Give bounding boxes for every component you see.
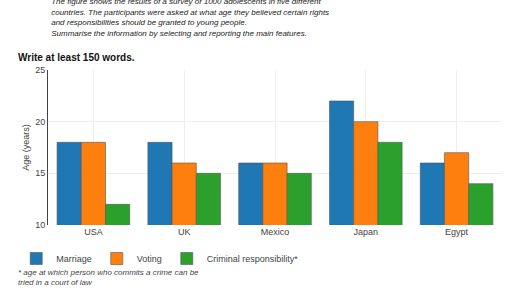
svg-text:The figure shows the results o: The figure shows the results of a survey… xyxy=(51,0,329,38)
svg-text:* age at which person who comm: * age at which person who commits a crim… xyxy=(18,268,199,287)
svg-text:15: 15 xyxy=(35,168,45,178)
svg-text:UK: UK xyxy=(178,227,191,237)
svg-text:Write at least 150 words.: Write at least 150 words. xyxy=(18,52,135,63)
svg-text:Age (years): Age (years) xyxy=(21,124,31,171)
svg-text:Mexico: Mexico xyxy=(261,227,290,237)
svg-text:Egypt: Egypt xyxy=(445,227,469,237)
svg-text:Criminal responsibility*: Criminal responsibility* xyxy=(207,254,299,264)
svg-text:25: 25 xyxy=(35,65,45,75)
svg-text:20: 20 xyxy=(35,117,45,127)
svg-text:Voting: Voting xyxy=(137,254,162,264)
svg-text:USA: USA xyxy=(84,227,103,237)
svg-text:Marriage: Marriage xyxy=(56,254,92,264)
svg-text:Japan: Japan xyxy=(354,227,379,237)
svg-text:10: 10 xyxy=(35,220,45,230)
